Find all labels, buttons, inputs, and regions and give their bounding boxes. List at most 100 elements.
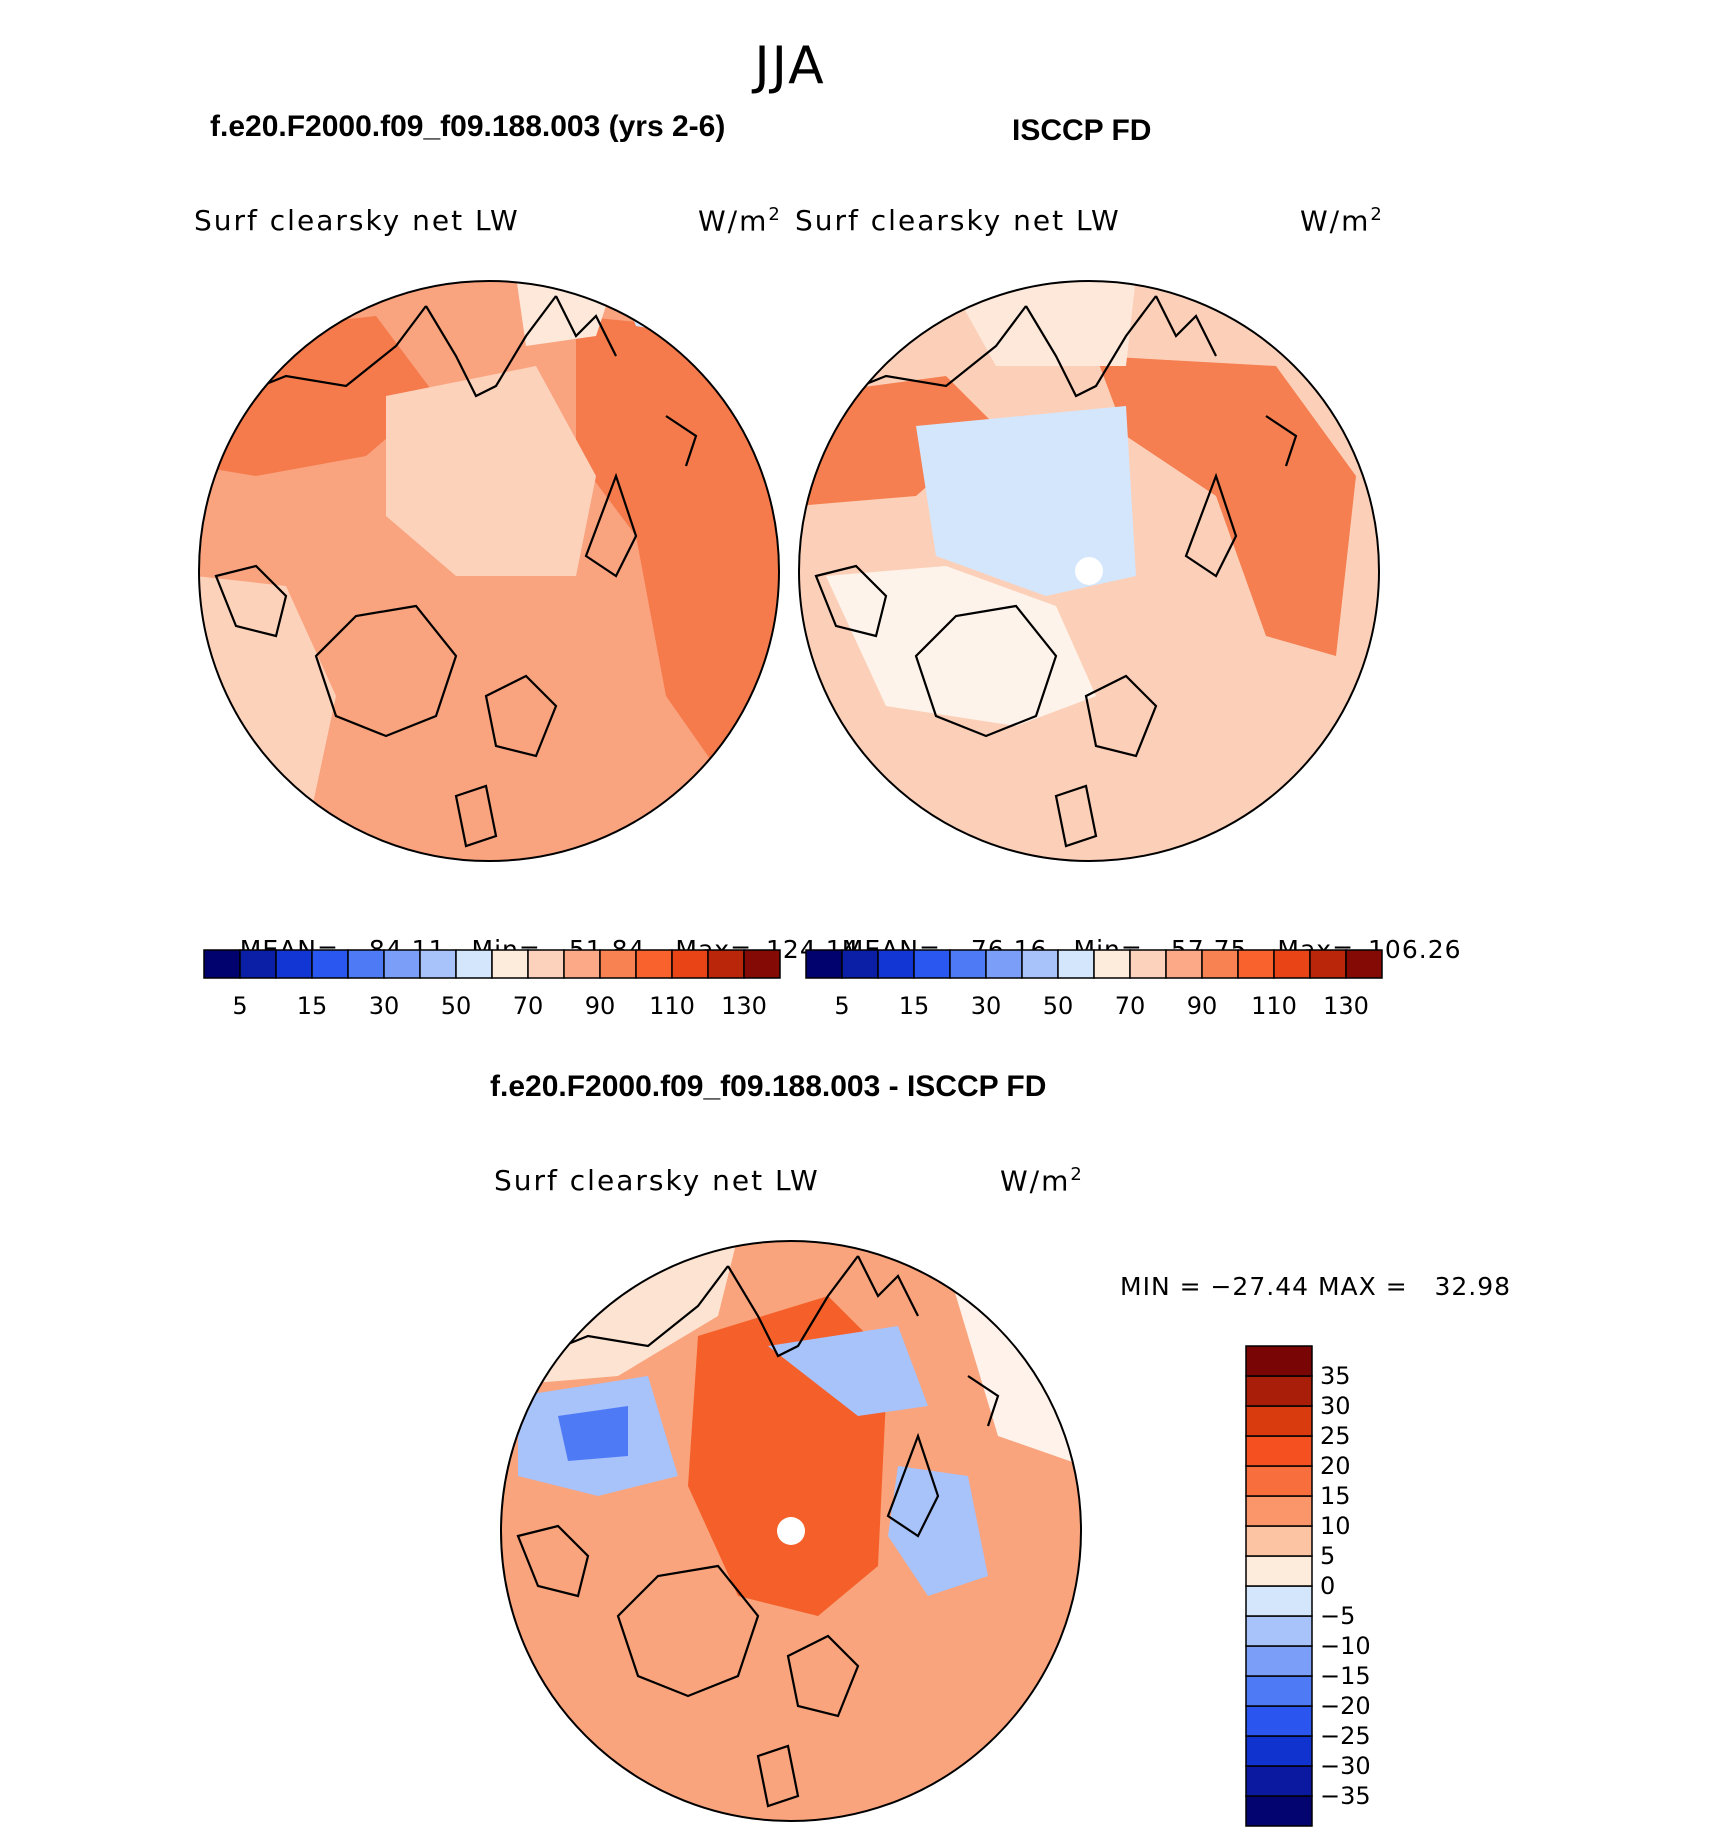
diff-colorbar-tick-label: −5 [1320,1602,1355,1630]
diff-colorbar-box [1245,1435,1313,1467]
model-colorbar-box [599,949,637,979]
diff-colorbar-box [1245,1555,1313,1587]
diff-colorbar-tick-label: 35 [1320,1362,1351,1390]
obs-field-light-north [946,281,1136,366]
model-variable-label: Surf clearsky net LW [194,204,520,237]
obs-map-border [798,280,1380,862]
diff-colorbar-tick-label: 20 [1320,1452,1351,1480]
diff-colorbar-tick-label: 30 [1320,1392,1351,1420]
model-colorbar-tick-label: 130 [721,992,767,1018]
obs-pole-hole [1075,557,1103,585]
obs-colorbar-box [1345,949,1383,979]
model-colorbar-box [671,949,709,979]
model-colorbar: 5 15 30 50 70 90 110 130 [203,949,781,1018]
model-colorbar-box [275,949,313,979]
model-field-strong-pacific [576,316,779,796]
obs-colorbar-tick-label: 5 [834,992,849,1018]
diff-colorbar-box [1245,1645,1313,1677]
model-colorbar-box [455,949,493,979]
model-map [198,280,780,862]
diff-colorbar-box [1245,1525,1313,1557]
diff-map [500,1240,1082,1822]
obs-colorbar-tick-label: 50 [1043,992,1074,1018]
model-colorbar-box [563,949,601,979]
obs-colorbar-tick-label: 15 [899,992,930,1018]
diff-colorbar-tick-label: −20 [1320,1692,1371,1720]
obs-colorbar-box [841,949,879,979]
obs-colorbar-tick-label: 130 [1323,992,1369,1018]
model-colorbar-box [707,949,745,979]
obs-colorbar-box [1201,949,1239,979]
diff-colorbar-tick-label: 25 [1320,1422,1351,1450]
obs-variable-label: Surf clearsky net LW [795,204,1121,237]
model-colorbar-box [311,949,349,979]
obs-colorbar-box [1165,949,1203,979]
model-colorbar-tick-label: 30 [369,992,400,1018]
obs-colorbar-box [1129,949,1167,979]
obs-colorbar-box [1057,949,1095,979]
model-colorbar-box [491,949,529,979]
model-colorbar-tick-label: 110 [649,992,695,1018]
model-field-light-arctic [386,366,596,576]
model-colorbar-box [635,949,673,979]
model-colorbar-box [383,949,421,979]
obs-colorbar-box [805,949,843,979]
obs-field-blue-arctic [916,406,1136,596]
model-colorbar-tick-label: 50 [441,992,472,1018]
diff-colorbar-tick-label: −35 [1320,1782,1371,1810]
diff-case-title: f.e20.F2000.f09_f09.188.003 - ISCCP FD [490,1070,1047,1103]
obs-map [798,280,1380,862]
diff-colorbar-box [1245,1375,1313,1407]
diff-colorbar-box [1245,1795,1313,1827]
model-units-label: W/m2 [698,204,782,238]
diff-field-blue-siberia [768,1326,928,1416]
diff-minmax-label: MIN = −27.44 MAX = 32.98 [1120,1272,1512,1301]
diff-colorbar-tick-label: 5 [1320,1542,1335,1570]
obs-colorbar-tick-label: 110 [1251,992,1297,1018]
obs-colorbar-box [949,949,987,979]
diff-colorbar-box [1245,1615,1313,1647]
diff-variable-label: Surf clearsky net LW [494,1164,820,1197]
season-title: JJA [754,36,826,96]
obs-colorbar-box [1237,949,1275,979]
model-colorbar-box [347,949,385,979]
model-colorbar-tick-label: 90 [585,992,616,1018]
model-map-border [198,280,780,862]
diff-colorbar-tick-label: −10 [1320,1632,1371,1660]
model-colorbar-tick-label: 15 [297,992,328,1018]
diff-colorbar-tick-label: −25 [1320,1722,1371,1750]
obs-colorbar-tick-label: 70 [1115,992,1146,1018]
diff-colorbar-box [1245,1735,1313,1767]
model-colorbar-tick-label: 5 [232,992,247,1018]
diff-colorbar-box [1245,1405,1313,1437]
model-colorbar-box [419,949,457,979]
diff-colorbar-tick-label: 0 [1320,1572,1335,1600]
diff-colorbar-tick-label: 15 [1320,1482,1351,1510]
diff-colorbar-tick-label: −30 [1320,1752,1371,1780]
obs-colorbar-box [877,949,915,979]
obs-colorbar-box [1021,949,1059,979]
obs-units-label: W/m2 [1300,204,1384,238]
diff-colorbar-box [1245,1465,1313,1497]
diff-colorbar-box [1245,1495,1313,1527]
diff-pole-hole [777,1517,805,1545]
diff-colorbar-box [1245,1705,1313,1737]
obs-field-pale-atlantic [826,566,1096,726]
obs-max-value: 106.26 [1368,935,1462,964]
model-colorbar-box [203,949,241,979]
diff-field-deepblue-eurasia [558,1406,628,1461]
diff-map-border [500,1240,1082,1822]
obs-coastlines [814,295,1298,848]
obs-colorbar-tick-label: 90 [1187,992,1218,1018]
model-colorbar-box [239,949,277,979]
model-case-title: f.e20.F2000.f09_f09.188.003 (yrs 2-6) [210,110,726,143]
model-colorbar-box [743,949,781,979]
obs-colorbar-box [1093,949,1131,979]
obs-colorbar-box [985,949,1023,979]
diff-colorbar-box [1245,1585,1313,1617]
obs-colorbar-box [1273,949,1311,979]
diff-coastlines [516,1255,1000,1808]
diff-colorbar-box [1245,1675,1313,1707]
